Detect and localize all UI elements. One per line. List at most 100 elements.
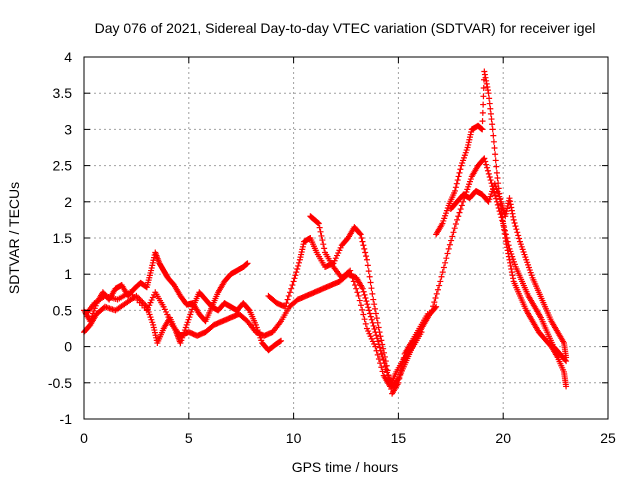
data-point (451, 187, 458, 194)
data-point (487, 110, 494, 117)
data-point (452, 184, 459, 191)
data-point (487, 105, 494, 112)
data-point (290, 278, 297, 285)
data-point (484, 167, 491, 174)
data-point (295, 262, 302, 269)
data-point (396, 375, 403, 382)
data-point (513, 226, 520, 233)
data-point (444, 250, 451, 257)
data-point (361, 316, 368, 323)
data-point (490, 138, 497, 145)
data-point (316, 224, 323, 231)
data-point (361, 291, 368, 298)
data-point (432, 294, 439, 301)
data-point (369, 319, 376, 326)
data-point (363, 256, 370, 263)
data-point (360, 311, 367, 318)
data-point (371, 326, 378, 333)
data-point (370, 296, 377, 303)
data-point (375, 356, 382, 363)
data-point (443, 255, 450, 262)
data-point (362, 320, 369, 327)
data-point (505, 242, 512, 249)
data-point (347, 267, 354, 274)
data-point (356, 230, 363, 237)
data-point (380, 345, 387, 352)
data-point (351, 282, 358, 289)
data-point (453, 180, 460, 187)
data-point (500, 220, 507, 227)
x-tick-label: 15 (391, 430, 407, 446)
data-point (354, 289, 361, 296)
data-point (486, 95, 493, 102)
data-point (511, 220, 518, 227)
data-point (357, 231, 364, 238)
data-point (376, 344, 383, 351)
data-markers (81, 68, 570, 397)
data-point (355, 292, 362, 299)
data-point (357, 302, 364, 309)
data-point (367, 313, 374, 320)
data-point (379, 368, 386, 375)
data-point (285, 292, 292, 299)
x-axis-label: GPS time / hours (292, 459, 399, 475)
data-point (491, 145, 498, 152)
data-point (458, 202, 465, 209)
data-point (374, 319, 381, 326)
data-point (278, 337, 285, 344)
data-point (244, 260, 251, 267)
y-tick-label: 0.5 (53, 302, 73, 318)
data-point (484, 164, 491, 171)
data-point (479, 126, 486, 133)
data-point (479, 118, 486, 125)
chart-title: Day 076 of 2021, Sidereal Day-to-day VTE… (95, 20, 596, 36)
data-point (434, 286, 441, 293)
data-point (424, 311, 431, 318)
data-point (501, 224, 508, 231)
data-point (456, 209, 463, 216)
data-point (361, 245, 368, 252)
y-tick-label: 4 (64, 49, 72, 65)
data-point (498, 214, 505, 221)
data-point (492, 151, 499, 158)
data-point (448, 237, 455, 244)
y-tick-label: 1 (64, 266, 72, 282)
data-point (368, 316, 375, 323)
data-point (365, 304, 372, 311)
data-point (353, 285, 360, 292)
data-point (488, 116, 495, 123)
x-tick-label: 0 (80, 430, 88, 446)
data-point (482, 158, 489, 165)
data-point (481, 155, 488, 162)
data-point (364, 262, 371, 269)
data-point (563, 354, 570, 361)
x-tick-label: 20 (495, 430, 511, 446)
data-point (372, 343, 379, 350)
data-point (277, 338, 284, 345)
data-point (349, 274, 356, 281)
data-point (382, 358, 389, 365)
data-point (449, 233, 456, 240)
data-point (366, 273, 373, 280)
data-point (358, 235, 365, 241)
data-point (366, 310, 373, 317)
data-point (454, 177, 461, 184)
data-point (363, 298, 370, 305)
data-point (433, 290, 440, 297)
data-point (364, 301, 371, 308)
data-point (381, 353, 388, 360)
data-point (450, 229, 457, 236)
data-point (245, 306, 252, 313)
data-point (512, 223, 519, 230)
data-point (496, 208, 503, 215)
data-point (493, 169, 500, 176)
data-point (516, 235, 523, 242)
data-point (439, 269, 446, 276)
data-point (494, 201, 501, 208)
data-point (315, 220, 322, 227)
data-point (360, 242, 367, 249)
data-point (515, 232, 522, 239)
data-point (418, 329, 425, 336)
data-point (431, 299, 438, 306)
data-point (350, 278, 357, 285)
